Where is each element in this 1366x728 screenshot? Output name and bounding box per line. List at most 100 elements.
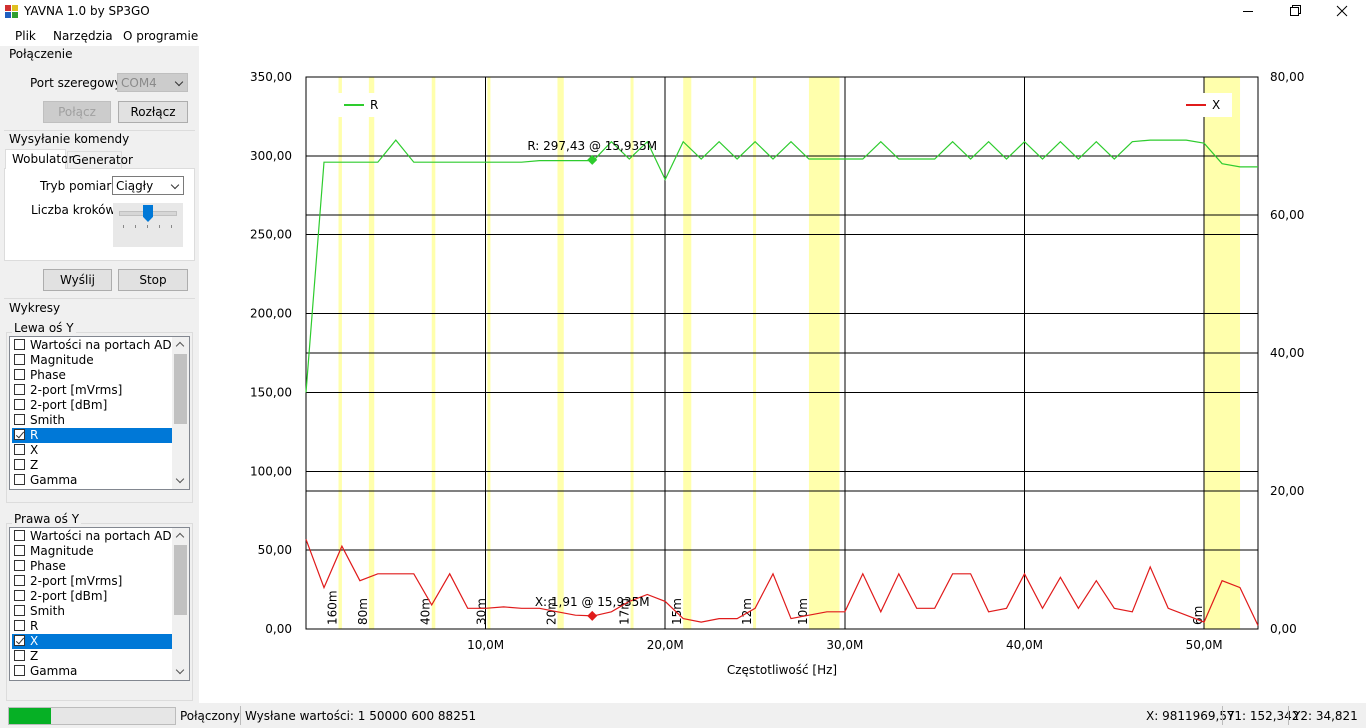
list-item[interactable]: Z [12, 649, 172, 664]
y2-tick-label: 20,00 [1270, 484, 1304, 498]
checkbox[interactable] [14, 369, 25, 380]
list-item[interactable]: 2-port [mVrms] [12, 383, 172, 398]
menu-item[interactable]: O programie [123, 29, 199, 43]
status-sent: Wysłane wartości: 1 50000 600 88251 [245, 709, 477, 723]
group-title: Wykresy [9, 301, 61, 315]
x-tick-label: 20,0M [647, 638, 684, 652]
menu-bar: Plik Narzędzia O programie [0, 24, 1366, 46]
side-panel: Połączenie Port szeregowy: COM4 Połącz Rozłą… [0, 46, 199, 703]
list-item[interactable]: R [12, 619, 172, 634]
list-box: Wartości na portach ADC Magnitude Phase 2-p… [9, 336, 190, 490]
y-tick-label: 250,00 [250, 228, 292, 242]
scrollbar [172, 528, 189, 680]
checkbox[interactable] [14, 339, 25, 350]
list-item[interactable]: X [12, 443, 172, 458]
checkbox[interactable] [14, 650, 25, 661]
marker-label: X: 1,91 @ 15,935M [535, 595, 650, 609]
y2-tick-label: 80,00 [1270, 70, 1304, 84]
list-item[interactable]: Phase [12, 559, 172, 574]
list-item[interactable]: X [12, 634, 172, 649]
checkbox[interactable] [14, 635, 25, 646]
band-label: 15m [670, 598, 684, 625]
list-item[interactable]: Gamma [12, 473, 172, 488]
x-tick-label: 10,0M [467, 638, 504, 652]
checkbox[interactable] [14, 474, 25, 485]
label: Tryb pomiaru: [40, 179, 123, 193]
checkbox[interactable] [14, 384, 25, 395]
group-title: Lewa oś Y [12, 321, 76, 335]
marker [587, 610, 598, 621]
list-item[interactable]: Smith [12, 413, 172, 428]
band-label: 12m [740, 598, 754, 625]
checkbox[interactable] [14, 354, 25, 365]
close[interactable] [1336, 5, 1348, 17]
app-icon [5, 5, 18, 18]
checkbox[interactable] [14, 575, 25, 586]
list-item[interactable]: 2-port [mVrms] [12, 574, 172, 589]
list-item[interactable]: 2-port [dBm] [12, 398, 172, 413]
checkbox[interactable] [14, 459, 25, 470]
list-item[interactable]: Smith [12, 604, 172, 619]
checkbox[interactable] [14, 605, 25, 616]
connect-button[interactable]: Połącz [43, 101, 111, 123]
list-item[interactable]: 2-port [dBm] [12, 589, 172, 604]
series-line [305, 139, 1258, 393]
band-label: 80m [356, 598, 370, 625]
menu-item[interactable]: Plik [15, 29, 36, 43]
tab[interactable]: Generator [67, 151, 133, 168]
series-line [305, 539, 1259, 626]
checkbox[interactable] [14, 399, 25, 410]
separator [4, 298, 195, 299]
list-item[interactable]: R [12, 428, 172, 443]
disconnect-button[interactable]: Rozłącz [118, 101, 188, 123]
list-item[interactable]: Wartości na portach ADC [12, 529, 180, 544]
group-title: Prawa oś Y [12, 512, 82, 526]
scrollbar [172, 337, 189, 489]
y-tick-label: 0,00 [265, 622, 292, 636]
checkbox[interactable] [14, 414, 25, 425]
checkbox[interactable] [14, 429, 25, 440]
checkbox[interactable] [14, 590, 25, 601]
port-combo[interactable]: COM4 [117, 73, 188, 92]
y2-tick-label: 60,00 [1270, 208, 1304, 222]
y-tick-label: 300,00 [250, 149, 292, 163]
checkbox[interactable] [14, 620, 25, 631]
tab[interactable]: Wobulator [5, 149, 73, 169]
group-box [6, 332, 193, 503]
list-item[interactable]: Gamma [12, 664, 172, 679]
menu-item[interactable]: Narzędzia [53, 29, 113, 43]
maximize[interactable] [1290, 7, 1299, 16]
checkbox[interactable] [14, 444, 25, 455]
list-item[interactable]: Magnitude [12, 353, 172, 368]
list-item[interactable]: Z [12, 458, 172, 473]
band-label: 6m [1191, 606, 1205, 625]
list-item[interactable]: Phase [12, 368, 172, 383]
band-label: 160m [326, 590, 340, 625]
y2-tick-label: 0,00 [1270, 622, 1297, 636]
checkbox[interactable] [14, 560, 25, 571]
y2-tick-label: 40,00 [1270, 346, 1304, 360]
steps-slider[interactable] [113, 203, 183, 247]
band-label: 20m [544, 598, 558, 625]
checkbox[interactable] [14, 665, 25, 676]
label: Liczba kroków: [31, 203, 119, 217]
status-bar: Połączony Wysłane wartości: 1 50000 600 … [0, 703, 1366, 728]
label: Port szeregowy: [30, 76, 125, 90]
x-tick-label: 40,0M [1006, 638, 1043, 652]
send-button[interactable]: Wyślij [43, 269, 112, 291]
stop-button[interactable]: Stop [118, 269, 188, 291]
checkbox[interactable] [14, 530, 25, 541]
checkbox[interactable] [14, 545, 25, 556]
y-tick-label: 100,00 [250, 464, 292, 478]
status-y1: Y1: 152,342 [1227, 709, 1300, 723]
list-item[interactable]: Wartości na portach ADC [12, 338, 180, 353]
mode-combo[interactable]: Ciągły [112, 176, 184, 195]
list-item[interactable]: Magnitude [12, 544, 172, 559]
x-tick-label: 30,0M [826, 638, 863, 652]
status-x: X: 9811969,57 [1146, 709, 1235, 723]
band-label: 30m [474, 598, 488, 625]
chart: 160m 80m 40m 30m 20m 17m 15m 12m 10m 6m 0,00 50,00 1… [250, 70, 1304, 677]
group-title: Wysyłanie komendy [9, 132, 130, 146]
band-label: 17m [618, 598, 632, 625]
